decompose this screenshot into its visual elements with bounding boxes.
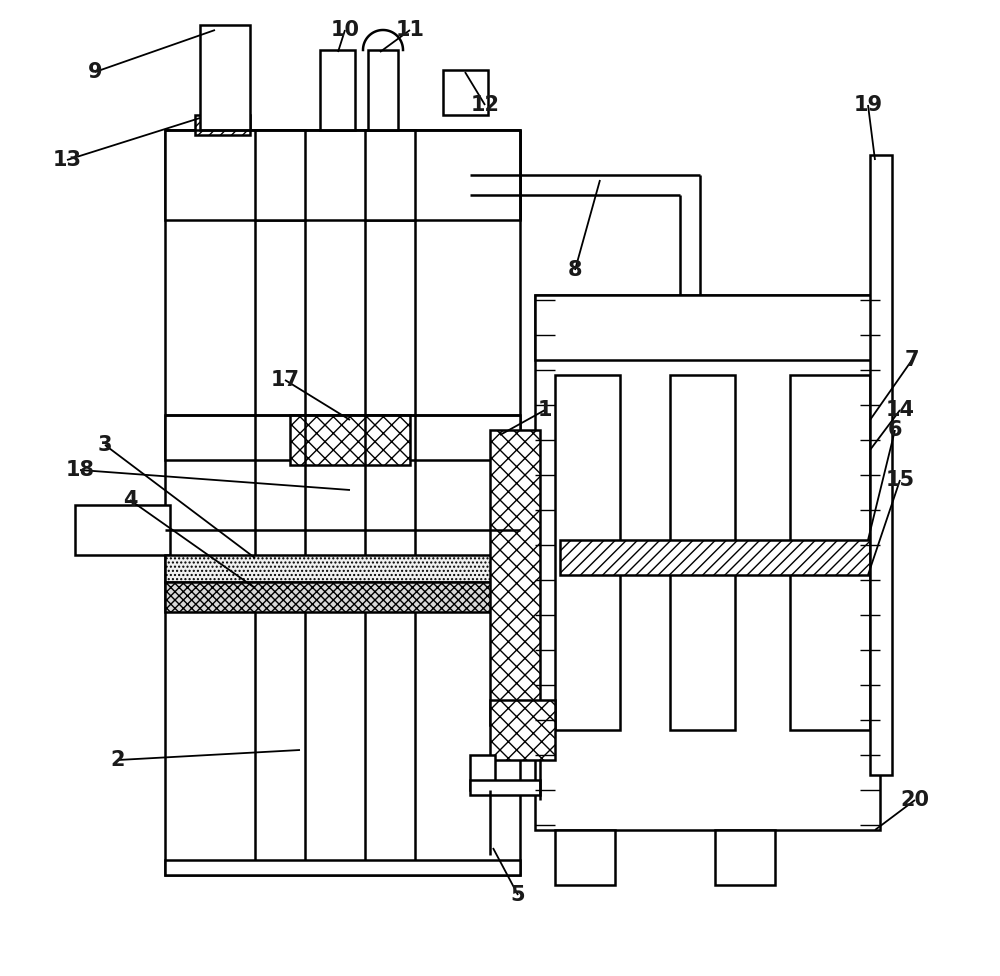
Bar	[195, 115, 250, 135]
Bar	[368, 50, 398, 130]
Text: 3: 3	[98, 435, 112, 455]
Text: 12: 12	[471, 95, 500, 115]
Text: 11: 11	[396, 20, 424, 40]
Bar	[165, 582, 520, 612]
Bar	[470, 780, 540, 795]
Bar	[290, 415, 410, 465]
Bar	[75, 505, 170, 555]
Bar	[365, 130, 415, 220]
Text: 17: 17	[270, 370, 300, 390]
Bar	[535, 295, 880, 830]
Text: 8: 8	[568, 260, 582, 280]
Text: 10: 10	[330, 20, 360, 40]
Text: 15: 15	[885, 470, 915, 490]
Text: 2: 2	[111, 750, 125, 770]
Bar	[200, 25, 250, 130]
Bar	[490, 430, 540, 725]
Text: 13: 13	[52, 150, 82, 170]
Bar	[165, 130, 520, 220]
Text: 9: 9	[88, 62, 102, 82]
Bar	[165, 860, 520, 875]
Bar	[555, 375, 620, 730]
Bar	[320, 50, 355, 130]
Bar	[255, 130, 305, 220]
Bar	[790, 375, 870, 730]
Text: 20: 20	[900, 790, 930, 810]
Bar	[443, 70, 488, 115]
Text: 5: 5	[511, 885, 525, 905]
Bar	[490, 700, 555, 760]
Text: 18: 18	[66, 460, 94, 480]
Bar	[870, 155, 892, 775]
Text: 4: 4	[123, 490, 137, 510]
Text: 1: 1	[538, 400, 552, 420]
Bar	[560, 540, 870, 575]
Bar	[165, 415, 520, 460]
Bar	[165, 555, 520, 582]
Text: 19: 19	[853, 95, 883, 115]
Bar	[670, 375, 735, 730]
Text: 7: 7	[905, 350, 919, 370]
Bar	[535, 295, 880, 360]
Bar	[470, 755, 495, 790]
Bar	[715, 830, 775, 885]
Text: 14: 14	[886, 400, 914, 420]
Bar	[165, 130, 520, 875]
Bar	[555, 830, 615, 885]
Text: 6: 6	[888, 420, 902, 440]
